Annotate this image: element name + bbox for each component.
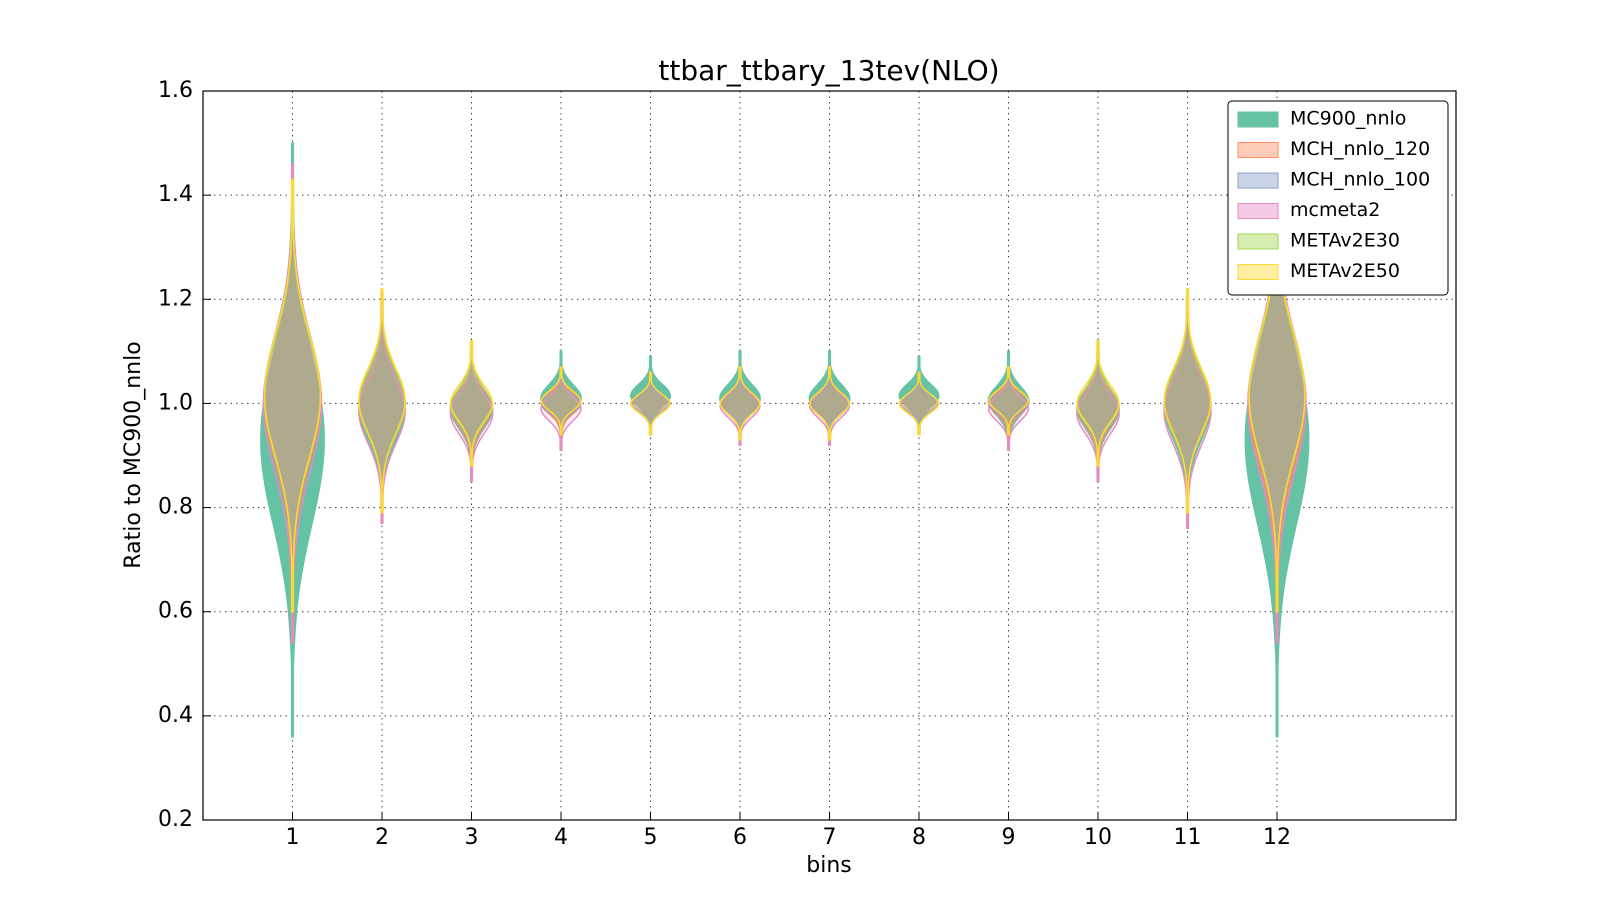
violin (898, 371, 940, 436)
y-axis-label: Ratio to MC900_nnlo (121, 341, 146, 568)
violin (630, 371, 671, 436)
violin (719, 366, 761, 446)
violin (809, 366, 850, 441)
x-tick-label: 2 (375, 825, 389, 850)
y-tick-label: 1.0 (158, 390, 193, 415)
legend-swatch (1237, 264, 1279, 280)
violin (1248, 178, 1306, 613)
y-tick-label: 0.4 (158, 703, 193, 728)
y-tick-label: 0.2 (158, 807, 193, 832)
legend-box (1227, 100, 1449, 296)
violin (808, 366, 851, 446)
violin (449, 345, 494, 483)
violin (260, 142, 325, 738)
violin (449, 340, 494, 467)
y-tick-label: 1.2 (158, 286, 193, 311)
legend-swatch (1237, 142, 1279, 158)
y-tick-label: 0.8 (158, 495, 193, 520)
x-axis-label: bins (806, 853, 851, 878)
legend-swatch (1237, 111, 1279, 128)
legend-label: METAv2E30 (1290, 230, 1400, 252)
legend-label: MCH_nnlo_100 (1290, 169, 1430, 191)
x-tick-label: 5 (644, 825, 658, 850)
legend-swatch (1237, 172, 1279, 189)
violin (1163, 293, 1212, 530)
x-tick-label: 12 (1263, 825, 1291, 850)
legend-label: METAv2E50 (1290, 260, 1400, 282)
legend-swatch (1237, 203, 1279, 219)
x-tick-label: 6 (733, 825, 747, 850)
x-tick-label: 4 (554, 825, 568, 850)
violin (1244, 142, 1310, 738)
y-tick-label: 0.6 (158, 599, 193, 624)
violin (1163, 288, 1212, 514)
violin (988, 366, 1029, 436)
violin (358, 288, 406, 514)
violin (540, 366, 582, 436)
y-tick-label: 1.4 (158, 182, 193, 207)
violin (1076, 345, 1120, 483)
x-tick-label: 7 (823, 825, 837, 850)
legend-swatch (1237, 233, 1279, 250)
violin (263, 178, 322, 613)
violin (1076, 340, 1120, 467)
y-tick-label: 1.6 (158, 78, 193, 103)
x-tick-label: 3 (465, 825, 479, 850)
x-tick-label: 10 (1084, 825, 1112, 850)
legend-label: MC900_nnlo (1290, 108, 1406, 130)
x-tick-label: 9 (1002, 825, 1016, 850)
x-tick-label: 8 (912, 825, 926, 850)
chart-title: ttbar_ttbary_13tev(NLO) (658, 54, 999, 87)
x-tick-label: 1 (286, 825, 300, 850)
violin (987, 366, 1030, 452)
violin (358, 298, 406, 524)
plot-frame (202, 90, 1457, 821)
legend: MC900_nnlo MCH_nnlo_120 MCH_nnlo_100mcmeta… (1227, 100, 1449, 296)
violin (540, 366, 582, 452)
violin (719, 366, 761, 441)
legend-label: mcmeta2 (1290, 199, 1380, 221)
x-tick-label: 11 (1174, 825, 1202, 850)
legend-label: MCH_nnlo_120 (1290, 138, 1430, 160)
